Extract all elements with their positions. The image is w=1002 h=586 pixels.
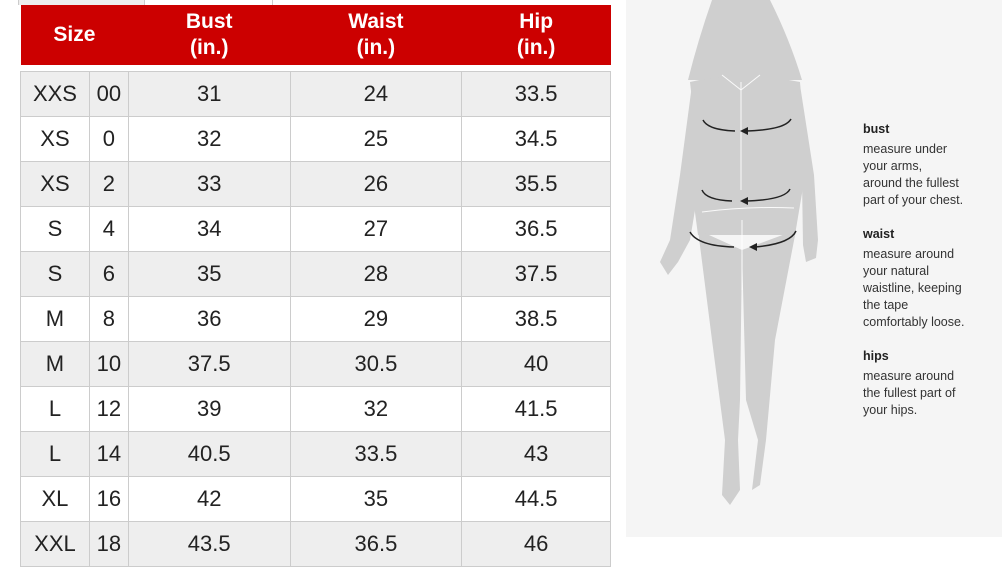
size-number: 12 xyxy=(88,386,129,432)
waist-value: 30.5 xyxy=(289,341,463,387)
hip-value: 44.5 xyxy=(461,476,611,522)
waist-value: 28 xyxy=(289,251,463,297)
header-bust: Bust (in.) xyxy=(128,5,291,65)
guide-line: measure under xyxy=(863,142,948,156)
hip-value: 33.5 xyxy=(461,71,611,117)
size-label: XS xyxy=(20,161,90,207)
guide-description: measure under your arms, around the fulles… xyxy=(863,141,998,209)
body-figure-illustration xyxy=(660,0,818,505)
bust-value: 37.5 xyxy=(127,341,291,387)
bust-value: 33 xyxy=(127,161,291,207)
guide-description: measure around your natural waistline, kee… xyxy=(863,246,998,331)
table-row: XL 16 42 35 44.5 xyxy=(20,476,611,522)
size-label: M xyxy=(20,341,90,387)
size-number: 18 xyxy=(88,521,129,567)
size-number: 14 xyxy=(88,431,129,477)
hip-value: 46 xyxy=(461,521,611,567)
waist-value: 32 xyxy=(289,386,463,432)
hip-value: 43 xyxy=(461,431,611,477)
table-row: L 12 39 32 41.5 xyxy=(20,386,611,432)
size-number: 0 xyxy=(88,116,129,162)
bust-value: 34 xyxy=(127,206,291,252)
guide-line: the fullest part of xyxy=(863,386,956,400)
bust-value: 32 xyxy=(127,116,291,162)
waist-value: 33.5 xyxy=(289,431,463,477)
guide-title-bust: bust xyxy=(863,122,890,136)
table-row: M 10 37.5 30.5 40 xyxy=(20,341,611,387)
size-label: S xyxy=(20,206,90,252)
size-number: 8 xyxy=(88,296,129,342)
size-number: 16 xyxy=(88,476,129,522)
guide-line: your natural xyxy=(863,264,930,278)
size-label: XL xyxy=(20,476,90,522)
bust-value: 35 xyxy=(127,251,291,297)
guide-line: waistline, keeping xyxy=(863,281,962,295)
hip-value: 34.5 xyxy=(461,116,611,162)
size-chart-table: Size Bust (in.) Waist (in.) Hip (in.) XXS 00… xyxy=(20,5,611,567)
header-row: Size Bust (in.) Waist (in.) Hip (in.) xyxy=(20,5,611,65)
guide-line: part of your chest. xyxy=(863,193,964,207)
guide-title-hips: hips xyxy=(863,349,889,363)
size-label: XS xyxy=(20,116,90,162)
hip-value: 41.5 xyxy=(461,386,611,432)
size-label: XXL xyxy=(20,521,90,567)
bust-value: 31 xyxy=(127,71,291,117)
table-row: M 8 36 29 38.5 xyxy=(20,296,611,342)
top-tab-strip xyxy=(18,0,318,5)
table-row: L 14 40.5 33.5 43 xyxy=(20,431,611,477)
hip-value: 37.5 xyxy=(461,251,611,297)
size-label: M xyxy=(20,296,90,342)
guide-line: comfortably loose. xyxy=(863,315,965,329)
table-row: XS 2 33 26 35.5 xyxy=(20,161,611,207)
size-label: S xyxy=(20,251,90,297)
size-label: L xyxy=(20,386,90,432)
waist-value: 26 xyxy=(289,161,463,207)
hip-value: 36.5 xyxy=(461,206,611,252)
guide-line: around the fullest xyxy=(863,176,959,190)
bust-value: 40.5 xyxy=(127,431,291,477)
size-number: 4 xyxy=(88,206,129,252)
waist-value: 27 xyxy=(289,206,463,252)
header-waist: Waist (in.) xyxy=(290,5,462,65)
table-row: S 4 34 27 36.5 xyxy=(20,206,611,252)
waist-value: 29 xyxy=(289,296,463,342)
measurement-legend: bust measure under your arms, around the fu… xyxy=(863,121,998,436)
hip-value: 35.5 xyxy=(461,161,611,207)
table-row: XS 0 32 25 34.5 xyxy=(20,116,611,162)
size-number: 6 xyxy=(88,251,129,297)
waist-value: 25 xyxy=(289,116,463,162)
hip-value: 40 xyxy=(461,341,611,387)
guide-line: your arms, xyxy=(863,159,923,173)
measurement-guide-panel xyxy=(626,0,1002,537)
guide-line: measure around xyxy=(863,247,955,261)
size-label: L xyxy=(20,431,90,477)
waist-value: 36.5 xyxy=(289,521,463,567)
bust-value: 43.5 xyxy=(127,521,291,567)
guide-line: measure around xyxy=(863,369,955,383)
bust-value: 39 xyxy=(127,386,291,432)
waist-value: 24 xyxy=(289,71,463,117)
size-number: 2 xyxy=(88,161,129,207)
guide-line: the tape xyxy=(863,298,909,312)
size-number: 10 xyxy=(88,341,129,387)
hip-value: 38.5 xyxy=(461,296,611,342)
size-number: 00 xyxy=(88,71,129,117)
table-row: XXS 00 31 24 33.5 xyxy=(20,71,611,117)
waist-value: 35 xyxy=(289,476,463,522)
header-size: Size xyxy=(20,5,129,65)
measurement-arrows xyxy=(689,118,797,248)
bust-value: 42 xyxy=(127,476,291,522)
guide-line: your hips. xyxy=(863,403,918,417)
table-row: XXL 18 43.5 36.5 46 xyxy=(20,521,611,567)
table-row: S 6 35 28 37.5 xyxy=(20,251,611,297)
header-hip: Hip (in.) xyxy=(461,5,611,65)
guide-description: measure around the fullest part of your hi… xyxy=(863,368,998,419)
bust-value: 36 xyxy=(127,296,291,342)
size-label: XXS xyxy=(20,71,90,117)
guide-title-waist: waist xyxy=(863,227,895,241)
